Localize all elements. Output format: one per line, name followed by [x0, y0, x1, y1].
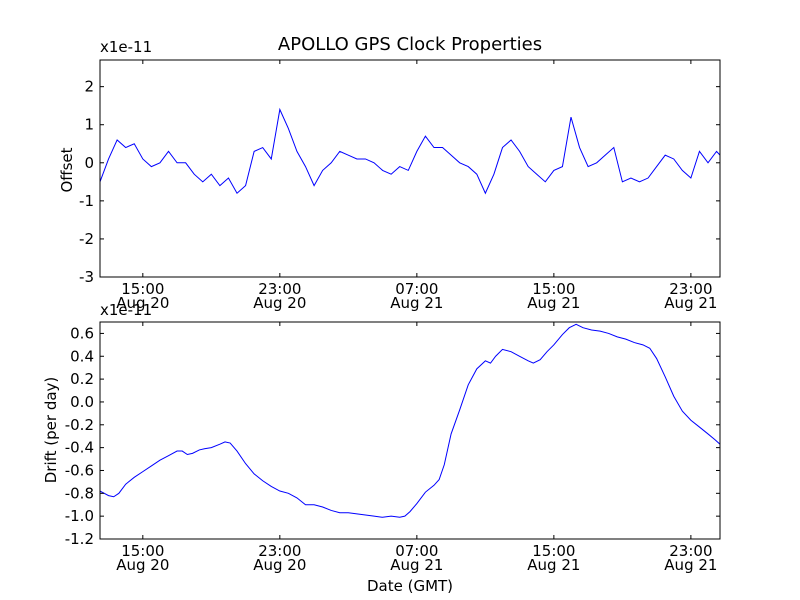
offset-y-axis-label: Offset [58, 147, 76, 192]
offset-plot-frame [99, 59, 721, 278]
offset-x-tick-time-label: 15:00 [121, 280, 164, 298]
offset-x-tick-date-label: Aug 20 [253, 294, 306, 312]
drift-x-tick-time-label: 15:00 [532, 542, 575, 560]
offset-series-line [100, 107, 720, 195]
offset-x-tick-time-label: 23:00 [258, 280, 301, 298]
drift-y-tick-label: 0.2 [70, 370, 94, 388]
drift-y-tick-label: -0.2 [65, 416, 94, 434]
drift-y-axis-label: Drift (per day) [42, 377, 60, 484]
drift-plot-frame [99, 321, 721, 540]
drift-series-line [100, 323, 720, 518]
drift-x-tick-date-label: Aug 21 [527, 556, 580, 574]
drift-y-tick-label: -1.2 [65, 530, 94, 548]
offset-y-tick-label: -2 [79, 230, 94, 248]
drift-x-tick-date-label: Aug 21 [664, 556, 717, 574]
offset-x-tick-time-label: 15:00 [532, 280, 575, 298]
offset-x-tick-date-label: Aug 21 [390, 294, 443, 312]
drift-x-tick-time-label: 23:00 [258, 542, 301, 560]
drift-x-tick-date-label: Aug 20 [116, 556, 169, 574]
drift-x-tick-time-label: 07:00 [395, 542, 438, 560]
drift-x-tick-time-label: 23:00 [669, 542, 712, 560]
drift-y-tick-label: 0.4 [70, 347, 94, 365]
offset-y-tick-label: 2 [84, 78, 94, 96]
drift-y-tick-label: -0.8 [65, 484, 94, 502]
chart-title: APOLLO GPS Clock Properties [278, 34, 542, 55]
offset-x-tick-time-label: 23:00 [669, 280, 712, 298]
offset-y-tick-label: 1 [84, 116, 94, 134]
drift-panel: x1e-11 Drift (per day) Date (GMT) 0.6 0.4… [42, 301, 721, 595]
offset-y-tick-label: -1 [79, 192, 94, 210]
drift-y-tick-label: -0.6 [65, 461, 94, 479]
drift-multiplier-label: x1e-11 [100, 301, 152, 319]
drift-y-tick-label: -1.0 [65, 507, 94, 525]
offset-multiplier-label: x1e-11 [100, 38, 152, 56]
drift-x-tick-date-label: Aug 21 [390, 556, 443, 574]
offset-y-tick-label: -3 [79, 268, 94, 286]
offset-x-tick-date-label: Aug 21 [527, 294, 580, 312]
offset-y-tick-label: 0 [84, 154, 94, 172]
drift-x-tick-time-label: 15:00 [121, 542, 164, 560]
drift-y-tick-label: 0.6 [70, 324, 94, 342]
offset-panel: APOLLO GPS Clock Properties x1e-11 Offse… [58, 34, 721, 312]
drift-y-tick-label: -0.4 [65, 439, 94, 457]
drift-y-tick-label: 0.0 [70, 393, 94, 411]
offset-x-tick-date-label: Aug 21 [664, 294, 717, 312]
offset-x-tick-date-label: Aug 20 [116, 294, 169, 312]
offset-x-tick-time-label: 07:00 [395, 280, 438, 298]
drift-x-tick-date-label: Aug 20 [253, 556, 306, 574]
x-axis-label: Date (GMT) [367, 577, 453, 595]
